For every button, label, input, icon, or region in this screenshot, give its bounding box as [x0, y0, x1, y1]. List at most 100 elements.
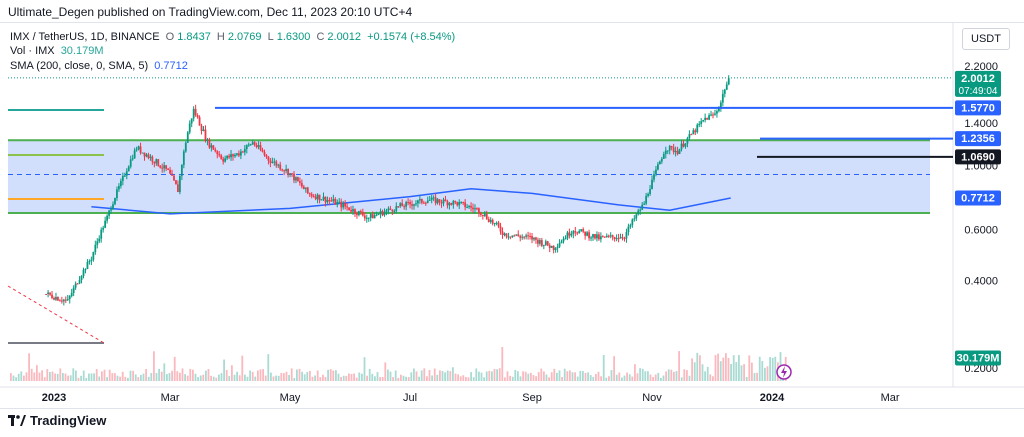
candle-body	[662, 153, 665, 159]
volume-bar	[558, 370, 561, 381]
candle-body	[320, 199, 323, 201]
volume-bar	[231, 365, 233, 381]
volume-bar	[725, 353, 727, 381]
tradingview-logo[interactable]: TradingView	[8, 413, 106, 428]
volume-bar	[706, 366, 709, 381]
candle-body	[135, 149, 138, 151]
candle-body	[295, 177, 297, 181]
candle-body	[544, 241, 547, 245]
volume-bar	[506, 371, 509, 381]
candle-body	[210, 145, 213, 148]
candle-body	[590, 237, 592, 239]
candle-body	[562, 238, 565, 242]
sma-line	[91, 188, 731, 215]
volume-bar	[493, 368, 496, 381]
candle-body	[346, 206, 349, 208]
volume-bar	[670, 369, 673, 381]
volume-bar	[254, 376, 257, 381]
candle-body	[596, 234, 598, 239]
candle-body	[271, 161, 274, 163]
y-tick-label: 0.2000	[964, 363, 998, 375]
sma-label[interactable]: SMA (200, close, 0, SMA, 5)	[10, 60, 149, 72]
volume-bar	[545, 374, 548, 381]
volume-bar	[621, 377, 623, 381]
volume-bar	[678, 351, 680, 381]
volume-bar	[686, 370, 688, 381]
volume-bar	[657, 372, 660, 381]
volume-bar	[774, 356, 777, 381]
volume-bar	[189, 368, 192, 381]
volume-bar	[769, 357, 771, 381]
candle-body	[523, 236, 526, 238]
candle-body	[395, 206, 398, 211]
candle-body	[267, 156, 270, 161]
candle-body	[442, 199, 445, 204]
volume-bar	[714, 355, 717, 381]
candle-body	[78, 279, 81, 284]
volume-bar	[428, 370, 431, 381]
volume-bar	[101, 371, 103, 381]
volume-bar	[363, 357, 366, 381]
volume-bar	[238, 375, 241, 381]
lightning-icon	[781, 366, 787, 378]
volume-value: 30.179M	[60, 45, 104, 57]
candle-body	[491, 219, 494, 224]
volume-bar	[582, 371, 584, 381]
candle-body	[576, 232, 579, 234]
candle-body	[424, 202, 427, 204]
candle-body	[287, 168, 289, 175]
candle-body	[680, 143, 683, 150]
volume-bar	[311, 376, 314, 381]
currency-button[interactable]: USDT	[962, 28, 1010, 50]
candle-body	[194, 108, 197, 116]
candle-body	[293, 173, 295, 181]
candle-body	[458, 202, 461, 206]
candle-body	[493, 223, 496, 225]
candle-body	[440, 202, 443, 204]
candle-body	[147, 154, 150, 158]
candle-body	[692, 130, 695, 135]
symbol-label[interactable]: IMX / TetherUS, 1D, BINANCE	[10, 31, 160, 43]
volume-bar	[358, 372, 361, 381]
volume-bar	[374, 376, 376, 381]
volume-bar	[634, 364, 636, 381]
candle-body	[245, 145, 248, 149]
candle-body	[527, 235, 529, 237]
candle-body	[607, 235, 610, 237]
low-label: L	[267, 31, 274, 43]
candle-body	[672, 147, 675, 153]
volume-bar	[618, 372, 621, 381]
candle-body	[175, 180, 177, 185]
candle-body	[198, 117, 201, 126]
candle-body	[206, 139, 209, 141]
candle-body	[476, 208, 478, 210]
volume-bar	[483, 377, 485, 381]
volume-bar	[522, 371, 524, 381]
volume-bar	[176, 371, 179, 381]
volume-bar	[51, 371, 54, 381]
volume-bar	[470, 372, 472, 381]
candle-body	[584, 231, 587, 236]
candle-body	[367, 217, 370, 219]
y-tick-label: 2.2000	[964, 61, 998, 73]
volume-label[interactable]: Vol · IMX	[10, 45, 55, 57]
candle-body	[670, 146, 673, 148]
volume-legend: Vol · IMX 30.179M	[10, 45, 107, 57]
volume-bar	[691, 358, 693, 381]
volume-bar	[600, 376, 602, 381]
candle-body	[151, 156, 154, 162]
high-label: H	[216, 31, 225, 43]
volume-bar	[561, 377, 563, 381]
candle-body	[466, 207, 469, 209]
volume-bar	[171, 370, 173, 381]
candle-body	[234, 154, 236, 157]
candle-body	[570, 233, 573, 236]
volume-bar	[145, 368, 147, 381]
candle-body	[324, 196, 327, 203]
volume-bar	[56, 373, 59, 381]
candle-body	[165, 165, 168, 169]
volume-bar	[298, 368, 301, 381]
candle-body	[456, 202, 459, 206]
candle-body	[479, 213, 482, 215]
